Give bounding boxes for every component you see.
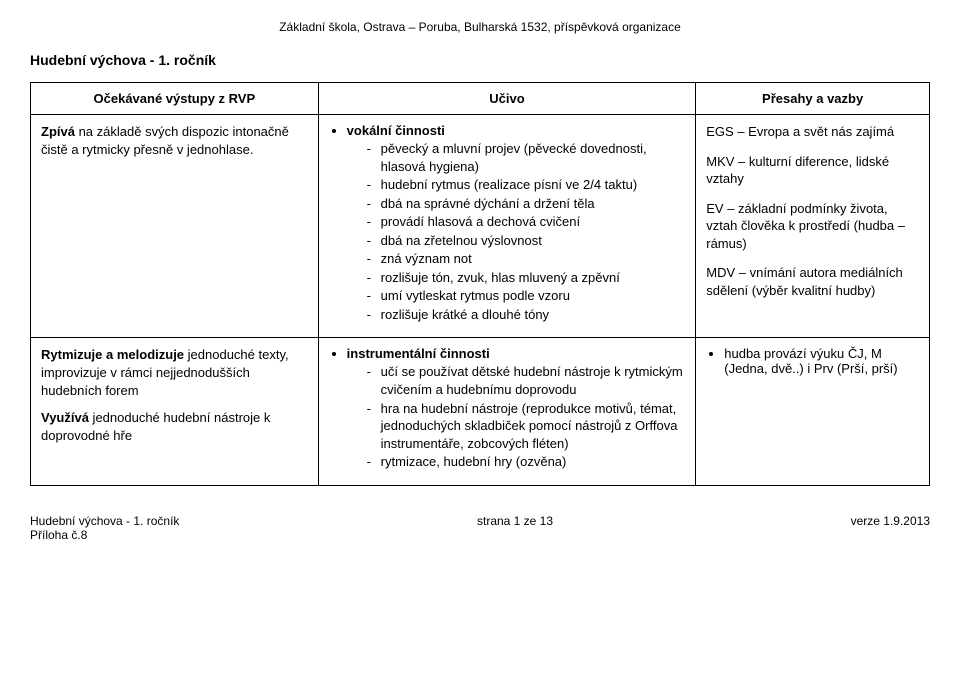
dash-item: učí se používat dětské hudební nástroje …: [367, 363, 686, 398]
cell-content: vokální činnosti pěvecký a mluvní projev…: [318, 115, 696, 338]
dash-item: hudební rytmus (realizace písní ve 2/4 t…: [367, 176, 686, 194]
link-item: EV – základní podmínky života, vztah člo…: [706, 200, 919, 253]
cell-outcomes: Rytmizuje a melodizuje jednoduché texty,…: [31, 338, 319, 485]
cell-content: instrumentální činnosti učí se používat …: [318, 338, 696, 485]
bullet-head: instrumentální činnosti: [347, 346, 490, 361]
dash-item: rytmizace, hudební hry (ozvěna): [367, 453, 686, 471]
outcome-text: na základě svých dispozic intonačně čist…: [41, 124, 289, 157]
dash-item: dbá na správné dýchání a držení těla: [367, 195, 686, 213]
dash-item: rozlišuje krátké a dlouhé tóny: [367, 306, 686, 324]
dash-item: zná význam not: [367, 250, 686, 268]
dash-item: provádí hlasová a dechová cvičení: [367, 213, 686, 231]
link-item: EGS – Evropa a svět nás zajímá: [706, 123, 919, 141]
bullet-head: vokální činnosti: [347, 123, 445, 138]
table-row: Zpívá na základě svých dispozic intonačn…: [31, 115, 930, 338]
dash-item: hra na hudební nástroje (reprodukce moti…: [367, 400, 686, 453]
link-item: MDV – vnímání autora mediálních sdělení …: [706, 264, 919, 299]
footer-page-number: strana 1 ze 13: [179, 514, 850, 542]
col-header-content: Učivo: [318, 83, 696, 115]
cell-links: EGS – Evropa a svět nás zajímá MKV – kul…: [696, 115, 930, 338]
table-row: Rytmizuje a melodizuje jednoduché texty,…: [31, 338, 930, 485]
footer-subject: Hudební výchova - 1. ročník: [30, 514, 179, 528]
dash-item: pěvecký a mluvní projev (pěvecké dovedno…: [367, 140, 686, 175]
page-footer: Hudební výchova - 1. ročník Příloha č.8 …: [30, 514, 930, 542]
col-header-links: Přesahy a vazby: [696, 83, 930, 115]
curriculum-table: Očekávané výstupy z RVP Učivo Přesahy a …: [30, 82, 930, 486]
col-header-outcomes: Očekávané výstupy z RVP: [31, 83, 319, 115]
footer-version: verze 1.9.2013: [851, 514, 930, 542]
table-header-row: Očekávané výstupy z RVP Učivo Přesahy a …: [31, 83, 930, 115]
link-item: MKV – kulturní diference, lidské vztahy: [706, 153, 919, 188]
page-title: Hudební výchova - 1. ročník: [30, 52, 930, 68]
dash-item: dbá na zřetelnou výslovnost: [367, 232, 686, 250]
footer-left: Hudební výchova - 1. ročník Příloha č.8: [30, 514, 179, 542]
dash-item: rozlišuje tón, zvuk, hlas mluvený a zpěv…: [367, 269, 686, 287]
school-header: Základní škola, Ostrava – Poruba, Bulhar…: [30, 20, 930, 34]
dash-item: umí vytleskat rytmus podle vzoru: [367, 287, 686, 305]
outcome-bold: Zpívá: [41, 124, 75, 139]
link-bullet-item: hudba provází výuku ČJ, M (Jedna, dvě..)…: [724, 346, 919, 376]
outcome-bold: Využívá: [41, 410, 89, 425]
cell-links: hudba provází výuku ČJ, M (Jedna, dvě..)…: [696, 338, 930, 485]
outcome-bold: Rytmizuje a melodizuje: [41, 347, 184, 362]
cell-outcomes: Zpívá na základě svých dispozic intonačn…: [31, 115, 319, 338]
footer-attachment: Příloha č.8: [30, 528, 179, 542]
